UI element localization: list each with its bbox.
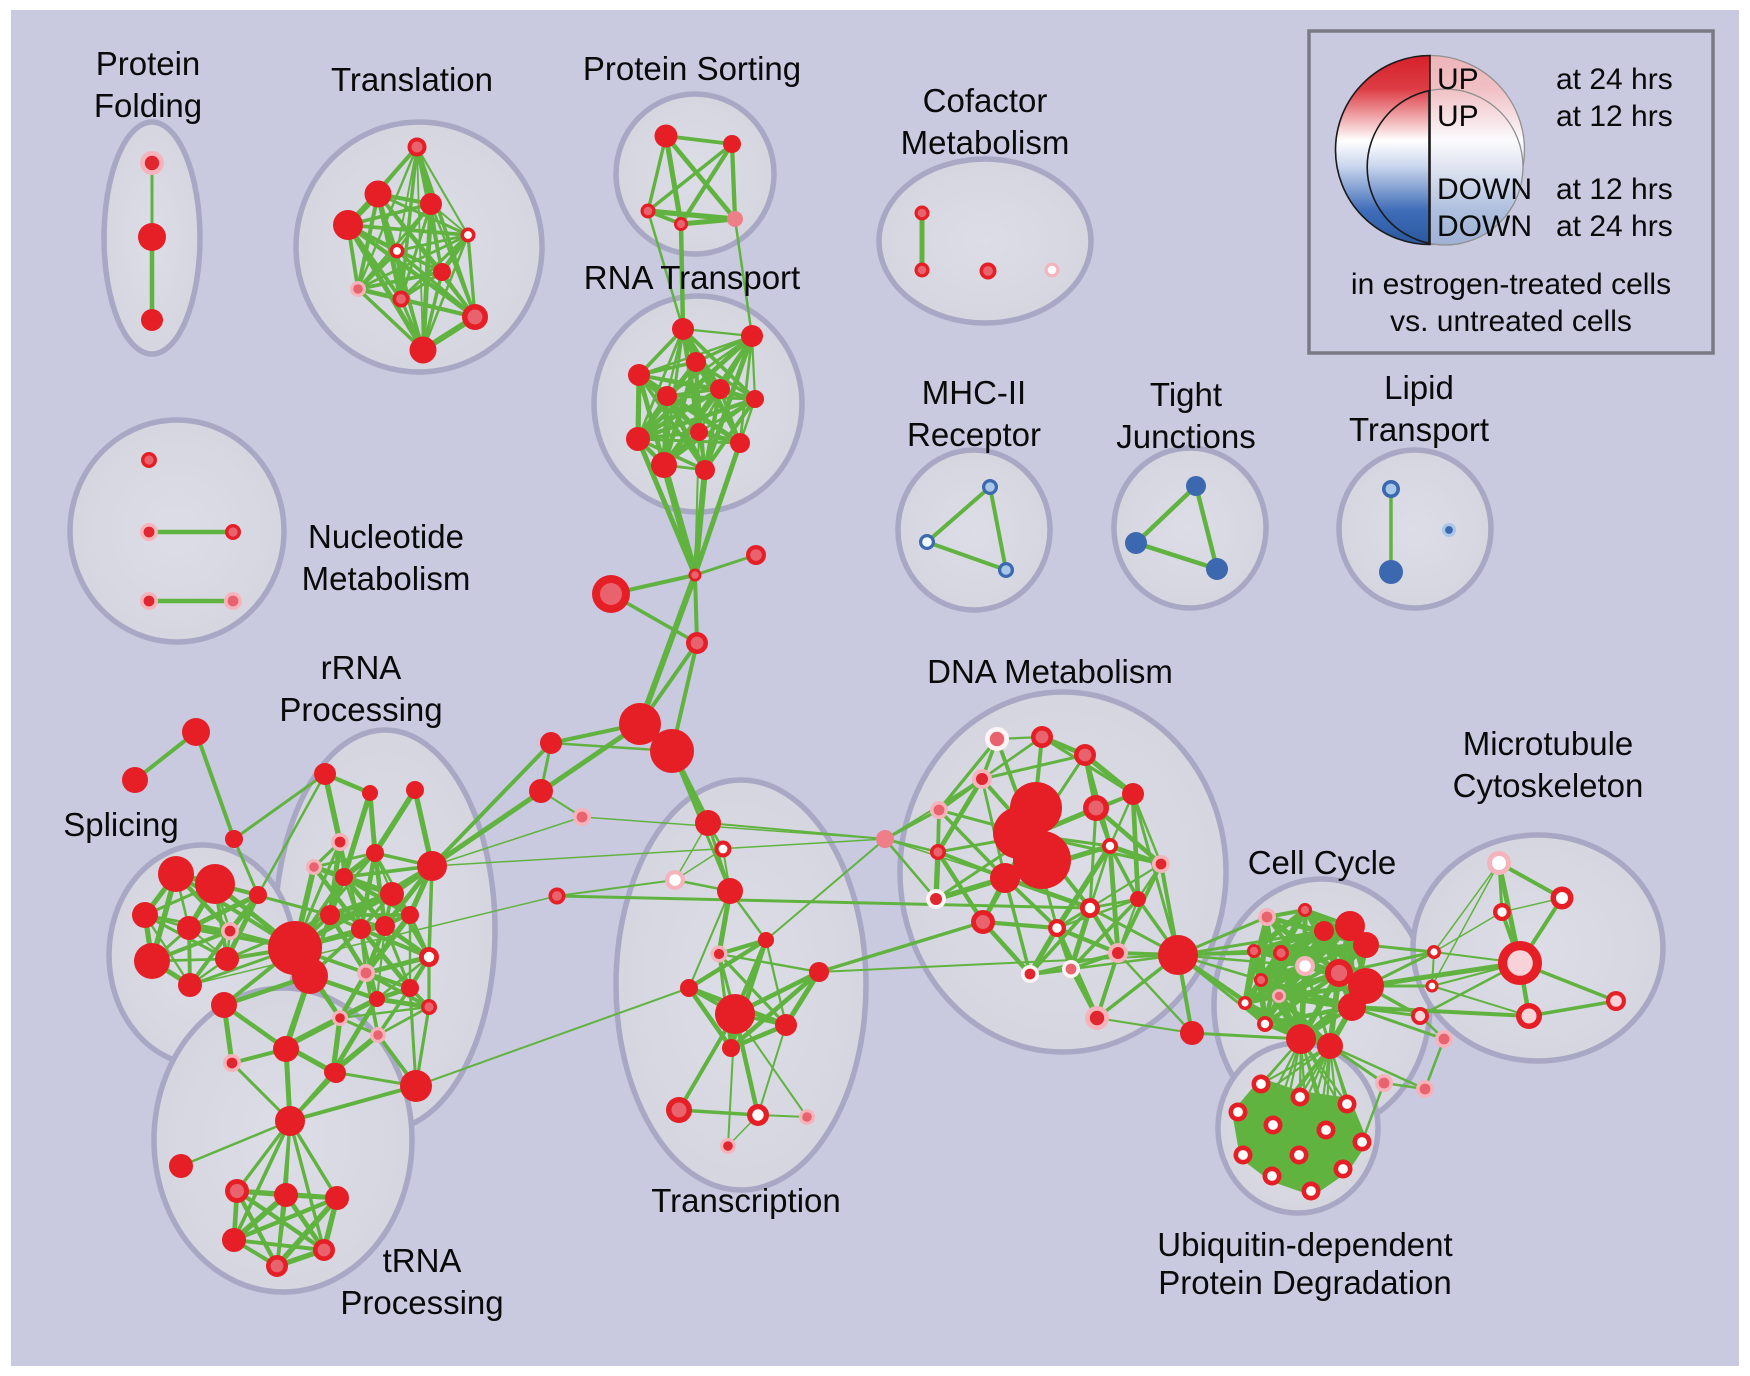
svg-text:Processing: Processing xyxy=(340,1284,503,1321)
svg-text:DOWN: DOWN xyxy=(1437,210,1532,243)
svg-text:Processing: Processing xyxy=(279,691,442,728)
svg-text:Metabolism: Metabolism xyxy=(302,560,471,597)
svg-text:Cell Cycle: Cell Cycle xyxy=(1248,844,1397,881)
svg-text:vs. untreated cells: vs. untreated cells xyxy=(1390,305,1632,338)
svg-text:Nucleotide: Nucleotide xyxy=(308,518,464,555)
svg-text:Receptor: Receptor xyxy=(907,416,1041,453)
svg-text:Protein Degradation: Protein Degradation xyxy=(1158,1264,1452,1301)
svg-text:Microtubule: Microtubule xyxy=(1463,725,1634,762)
svg-text:Protein: Protein xyxy=(96,45,201,82)
svg-text:tRNA: tRNA xyxy=(383,1242,462,1279)
svg-text:UP: UP xyxy=(1437,100,1479,133)
svg-text:UP: UP xyxy=(1437,63,1479,96)
svg-text:Transport: Transport xyxy=(1349,411,1489,448)
svg-text:at 24 hrs: at 24 hrs xyxy=(1556,63,1673,96)
svg-text:Tight: Tight xyxy=(1150,376,1222,413)
svg-text:DOWN: DOWN xyxy=(1437,173,1532,206)
svg-text:rRNA: rRNA xyxy=(321,649,402,686)
svg-text:in estrogen-treated cells: in estrogen-treated cells xyxy=(1351,268,1671,301)
svg-text:at 12 hrs: at 12 hrs xyxy=(1556,100,1673,133)
svg-text:Folding: Folding xyxy=(94,87,202,124)
svg-text:Splicing: Splicing xyxy=(63,806,179,843)
svg-text:Ubiquitin-dependent: Ubiquitin-dependent xyxy=(1157,1226,1452,1263)
svg-text:Protein Sorting: Protein Sorting xyxy=(583,50,801,87)
svg-text:at 24 hrs: at 24 hrs xyxy=(1556,210,1673,243)
svg-text:MHC-II: MHC-II xyxy=(922,374,1026,411)
svg-text:Cytoskeleton: Cytoskeleton xyxy=(1453,767,1644,804)
svg-text:DNA Metabolism: DNA Metabolism xyxy=(927,653,1173,690)
svg-text:Lipid: Lipid xyxy=(1384,369,1454,406)
svg-text:Metabolism: Metabolism xyxy=(901,124,1070,161)
svg-text:RNA Transport: RNA Transport xyxy=(584,259,800,296)
svg-text:Junctions: Junctions xyxy=(1116,418,1255,455)
svg-text:at 12 hrs: at 12 hrs xyxy=(1556,173,1673,206)
svg-text:Transcription: Transcription xyxy=(651,1182,841,1219)
svg-text:Translation: Translation xyxy=(331,61,493,98)
svg-text:Cofactor: Cofactor xyxy=(923,82,1048,119)
